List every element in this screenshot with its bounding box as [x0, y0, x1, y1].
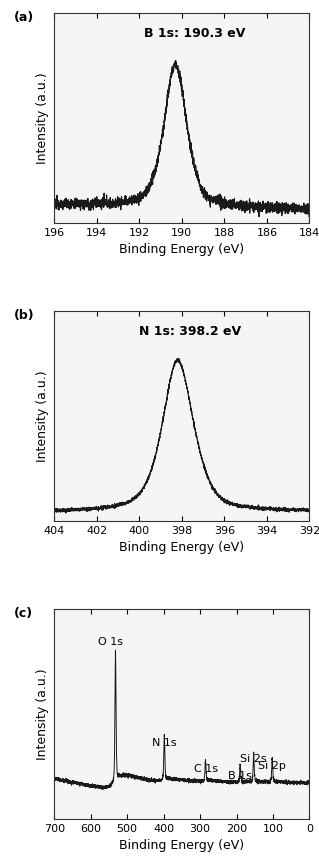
- Text: C 1s: C 1s: [194, 764, 218, 774]
- Text: (b): (b): [13, 309, 34, 322]
- Y-axis label: Intensity (a.u.): Intensity (a.u.): [36, 370, 49, 462]
- Text: B 1s: 190.3 eV: B 1s: 190.3 eV: [144, 27, 245, 40]
- Text: (a): (a): [13, 11, 33, 24]
- Text: (c): (c): [13, 607, 33, 620]
- X-axis label: Binding Energy (eV): Binding Energy (eV): [119, 541, 244, 554]
- Text: Si 2p: Si 2p: [258, 761, 286, 771]
- X-axis label: Binding Energy (eV): Binding Energy (eV): [119, 839, 244, 852]
- Text: O 1s: O 1s: [98, 637, 123, 647]
- Text: Si 2s: Si 2s: [240, 754, 267, 765]
- Text: N 1s: 398.2 eV: N 1s: 398.2 eV: [139, 325, 241, 338]
- Text: B 1s: B 1s: [228, 771, 252, 781]
- Y-axis label: Intensity (a.u.): Intensity (a.u.): [36, 72, 49, 163]
- X-axis label: Binding Energy (eV): Binding Energy (eV): [119, 243, 244, 256]
- Y-axis label: Intensity (a.u.): Intensity (a.u.): [36, 668, 49, 759]
- Text: N 1s: N 1s: [152, 738, 177, 747]
